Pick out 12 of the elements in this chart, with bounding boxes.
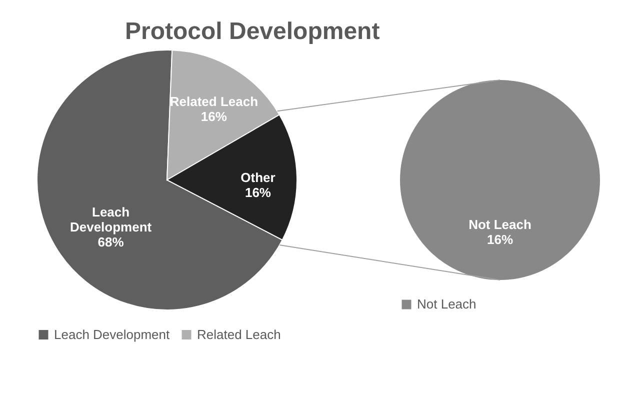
chart-title: Protocol Development bbox=[125, 18, 380, 45]
legend-label: Related Leach bbox=[197, 326, 281, 342]
data-label: 16% bbox=[244, 184, 272, 200]
slice-label: Related Leach bbox=[170, 94, 258, 110]
legend-label: Not Leach bbox=[417, 296, 476, 312]
data-label: 16% bbox=[200, 109, 228, 124]
legend-label: Leach Development bbox=[54, 326, 170, 342]
slice-label: Leach Development bbox=[70, 204, 152, 235]
data-label: 68% bbox=[98, 234, 124, 250]
slice-label: Other bbox=[240, 170, 276, 185]
data-label: 16% bbox=[486, 232, 514, 247]
slice-label: Not Leach bbox=[468, 217, 532, 232]
